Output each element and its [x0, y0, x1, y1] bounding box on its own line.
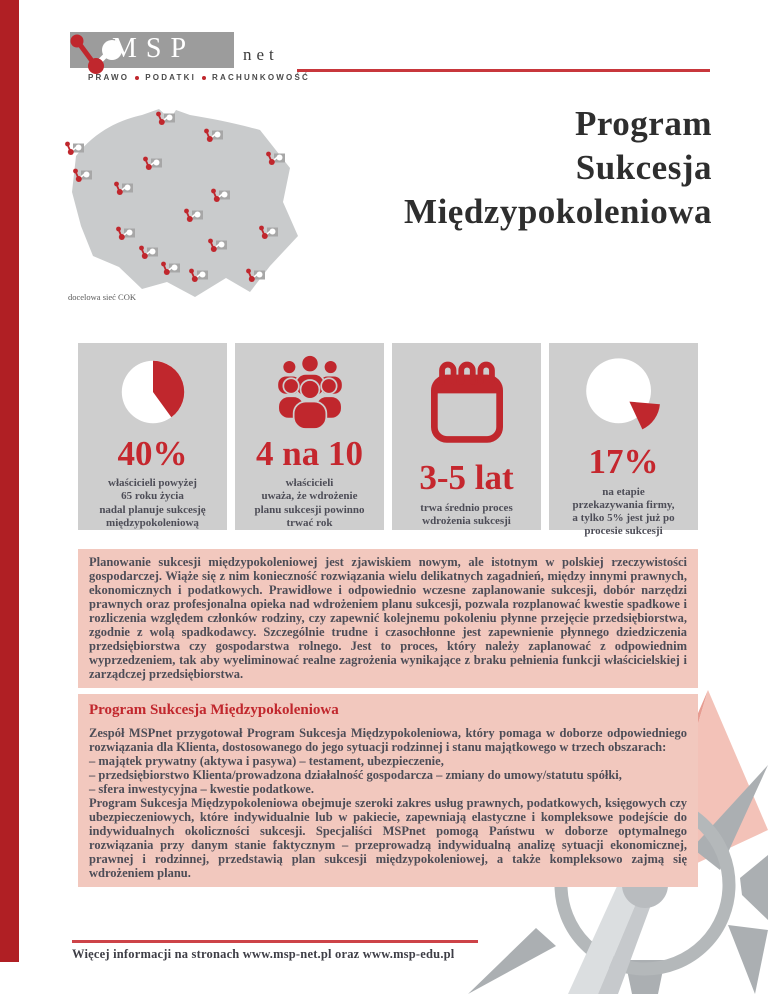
stat-box-3-5-lat: 3-5 lat trwa średnio proces wdrożenia su…	[392, 343, 541, 530]
left-accent-bar	[0, 0, 19, 962]
map-marker-icon	[188, 268, 209, 283]
footer-rule	[72, 940, 478, 943]
map-marker-icon	[160, 261, 181, 276]
stat-description: właścicieli uważa, że wdrożenie planu su…	[254, 477, 365, 529]
map-marker-icon	[265, 151, 286, 166]
program-heading: Program Sukcesja Międzypokoleniowa	[89, 702, 339, 718]
stat-box-40-percent: 40% właścicieli powyżej 65 roku życia na…	[78, 343, 227, 530]
program-bullet: – przedsiębiorstwo Klienta/prowadzona dz…	[89, 767, 622, 782]
stat-description: właścicieli powyżej 65 roku życia nadal …	[99, 477, 206, 529]
stat-box-17-percent: 17% na etapie przekazywania firmy, a tyl…	[549, 343, 698, 537]
tagline-dot-icon	[202, 75, 207, 80]
pie-chart-40-icon	[114, 353, 192, 435]
stat-value: 4 na 10	[256, 433, 363, 473]
stat-description: trwa średnio proces wdrożenia sukcesji	[420, 501, 513, 527]
msp-logo-mark-icon	[70, 34, 122, 74]
stat-value: 40%	[117, 433, 188, 473]
map-marker-icon	[155, 111, 176, 126]
map-marker-icon	[245, 268, 266, 283]
poland-map	[64, 106, 306, 312]
map-marker-icon	[72, 168, 93, 183]
header-rule	[297, 69, 710, 72]
stat-box-4-na-10: 4 na 10 właścicieli uważa, że wdrożenie …	[235, 343, 384, 530]
page-title: Program Sukcesja Międzypokoleniowa	[404, 104, 712, 231]
map-marker-icon	[203, 128, 224, 143]
tagline-word: PRAWO	[88, 73, 130, 82]
footer-info-text: Więcej informacji na stronach www.msp-ne…	[72, 947, 455, 961]
logo-net-text: net	[243, 45, 279, 64]
logo-msp-text: MSP	[112, 33, 196, 64]
pie-chart-17-icon	[579, 353, 669, 443]
map-marker-icon	[113, 181, 134, 196]
map-marker-icon	[64, 141, 85, 156]
map-caption: docelowa sieć COK	[68, 292, 136, 302]
calendar-icon	[419, 353, 515, 459]
program-paragraph-2: Program Sukcesja Międzypokoleniowa obejm…	[89, 795, 687, 880]
program-section: Program Sukcesja Międzypokoleniowa Zespó…	[78, 694, 698, 887]
map-marker-icon	[207, 238, 228, 253]
people-group-icon	[267, 353, 353, 435]
stat-description: na etapie przekazywania firmy, a tylko 5…	[572, 485, 675, 538]
map-marker-icon	[115, 226, 136, 241]
poland-outline	[72, 109, 298, 297]
tagline-word: PODATKI	[145, 73, 197, 82]
tagline-word: RACHUNKOWOŚĆ	[212, 73, 310, 82]
program-paragraph-1: Zespół MSPnet przygotował Program Sukces…	[89, 725, 687, 754]
logo-tagline: PRAWO PODATKI RACHUNKOWOŚĆ	[88, 73, 310, 82]
map-marker-icon	[183, 208, 204, 223]
program-bullet: – sfera inwestycyjna – kwestie podatkowe…	[89, 781, 314, 796]
stat-value: 3-5 lat	[419, 458, 514, 497]
stats-row: 40% właścicieli powyżej 65 roku życia na…	[78, 343, 698, 537]
map-marker-icon	[138, 245, 159, 260]
map-marker-icon	[142, 156, 163, 171]
map-marker-icon	[258, 225, 279, 240]
stat-value: 17%	[588, 442, 659, 481]
tagline-dot-icon	[135, 75, 140, 80]
intro-paragraph: Planowanie sukcesji międzypokoleniowej j…	[78, 549, 698, 688]
program-bullet: – majątek prywatny (aktywa i pasywa) – t…	[89, 753, 444, 768]
map-marker-icon	[210, 188, 231, 203]
